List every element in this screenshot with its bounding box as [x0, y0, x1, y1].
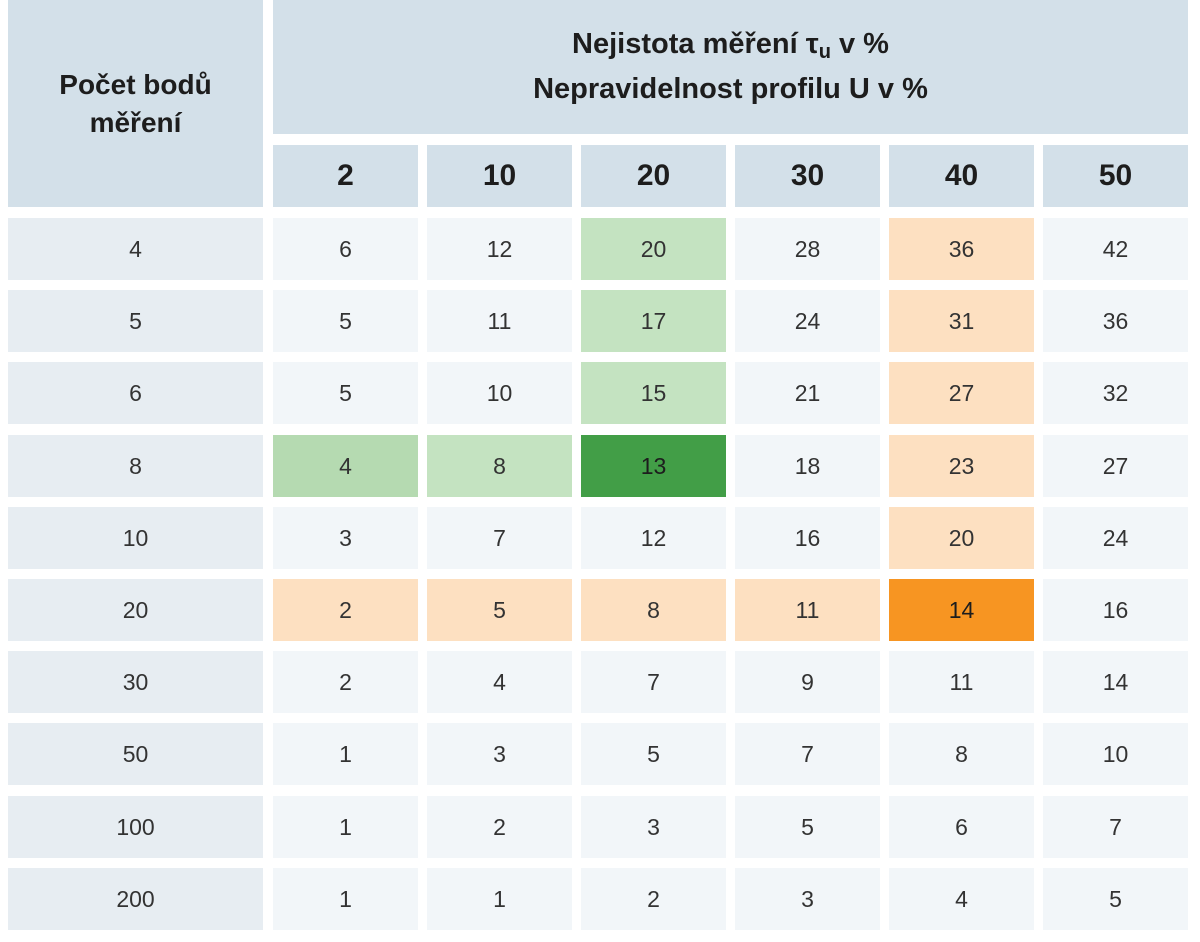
table-cell: 3 — [581, 796, 726, 858]
table-cell: 10 — [1043, 723, 1188, 785]
row-header: 8 — [8, 435, 263, 497]
title-line-1-text: Nejistota měření τ — [572, 28, 819, 61]
row-header: 6 — [8, 362, 263, 424]
row-header: 50 — [8, 723, 263, 785]
table-cell: 3 — [427, 723, 572, 785]
table-cell: 9 — [735, 651, 880, 713]
table-cell: 2 — [273, 579, 418, 641]
table-cell: 1 — [427, 868, 572, 930]
table-cell: 14 — [1043, 651, 1188, 713]
column-header: 10 — [427, 145, 572, 207]
table-cell: 23 — [889, 435, 1034, 497]
corner-header: Počet bodů měření — [8, 0, 263, 207]
table-cell: 6 — [889, 796, 1034, 858]
title-line-2: Nepravidelnost profilu U v % — [533, 73, 928, 105]
table-cell: 8 — [889, 723, 1034, 785]
table-cell: 36 — [889, 218, 1034, 280]
table-cell: 27 — [889, 362, 1034, 424]
table-cell: 8 — [427, 435, 572, 497]
table-cell: 5 — [735, 796, 880, 858]
table-cell: 4 — [889, 868, 1034, 930]
table-cell: 16 — [1043, 579, 1188, 641]
row-header: 30 — [8, 651, 263, 713]
title-line-1: Nejistota měření τu v % — [572, 22, 889, 67]
table-cell: 7 — [1043, 796, 1188, 858]
table-cell: 11 — [735, 579, 880, 641]
table-cell: 20 — [889, 507, 1034, 569]
column-header: 40 — [889, 145, 1034, 207]
table-cell: 31 — [889, 290, 1034, 352]
column-header: 50 — [1043, 145, 1188, 207]
table-cell: 3 — [735, 868, 880, 930]
table-cell: 13 — [581, 435, 726, 497]
row-header: 10 — [8, 507, 263, 569]
table-cell: 4 — [427, 651, 572, 713]
table-cell: 16 — [735, 507, 880, 569]
table-title-header: Nejistota měření τu v % Nepravidelnost p… — [273, 0, 1188, 134]
table-cell: 3 — [273, 507, 418, 569]
table-cell: 14 — [889, 579, 1034, 641]
column-header: 20 — [581, 145, 726, 207]
title-line-1-suffix: v % — [830, 28, 889, 61]
column-header: 2 — [273, 145, 418, 207]
table-cell: 42 — [1043, 218, 1188, 280]
table-cell: 12 — [581, 507, 726, 569]
table-cell: 24 — [735, 290, 880, 352]
table-cell: 1 — [273, 723, 418, 785]
table-cell: 5 — [273, 362, 418, 424]
table-cell: 8 — [581, 579, 726, 641]
table-cell: 24 — [1043, 507, 1188, 569]
row-header: 20 — [8, 579, 263, 641]
table-cell: 7 — [427, 507, 572, 569]
table-cell: 6 — [273, 218, 418, 280]
corner-header-text: Počet bodů měření — [59, 68, 212, 138]
table-cell: 10 — [427, 362, 572, 424]
table-cell: 17 — [581, 290, 726, 352]
table-cell: 2 — [427, 796, 572, 858]
table-cell: 11 — [427, 290, 572, 352]
table-cell: 15 — [581, 362, 726, 424]
table-cell: 11 — [889, 651, 1034, 713]
table-cell: 21 — [735, 362, 880, 424]
table-cell: 5 — [1043, 868, 1188, 930]
table-cell: 18 — [735, 435, 880, 497]
table-cell: 32 — [1043, 362, 1188, 424]
table-cell: 2 — [273, 651, 418, 713]
table-cell: 28 — [735, 218, 880, 280]
table-cell: 7 — [581, 651, 726, 713]
table-cell: 1 — [273, 796, 418, 858]
table-cell: 5 — [427, 579, 572, 641]
column-header: 30 — [735, 145, 880, 207]
table-cell: 5 — [581, 723, 726, 785]
title-subscript: u — [818, 41, 831, 64]
row-header: 100 — [8, 796, 263, 858]
table-cell: 4 — [273, 435, 418, 497]
row-header: 5 — [8, 290, 263, 352]
table-cell: 27 — [1043, 435, 1188, 497]
row-header: 4 — [8, 218, 263, 280]
table-cell: 7 — [735, 723, 880, 785]
table-cell: 5 — [273, 290, 418, 352]
table-cell: 20 — [581, 218, 726, 280]
row-header: 200 — [8, 868, 263, 930]
table-cell: 1 — [273, 868, 418, 930]
table-cell: 2 — [581, 868, 726, 930]
table-cell: 12 — [427, 218, 572, 280]
table-cell: 36 — [1043, 290, 1188, 352]
